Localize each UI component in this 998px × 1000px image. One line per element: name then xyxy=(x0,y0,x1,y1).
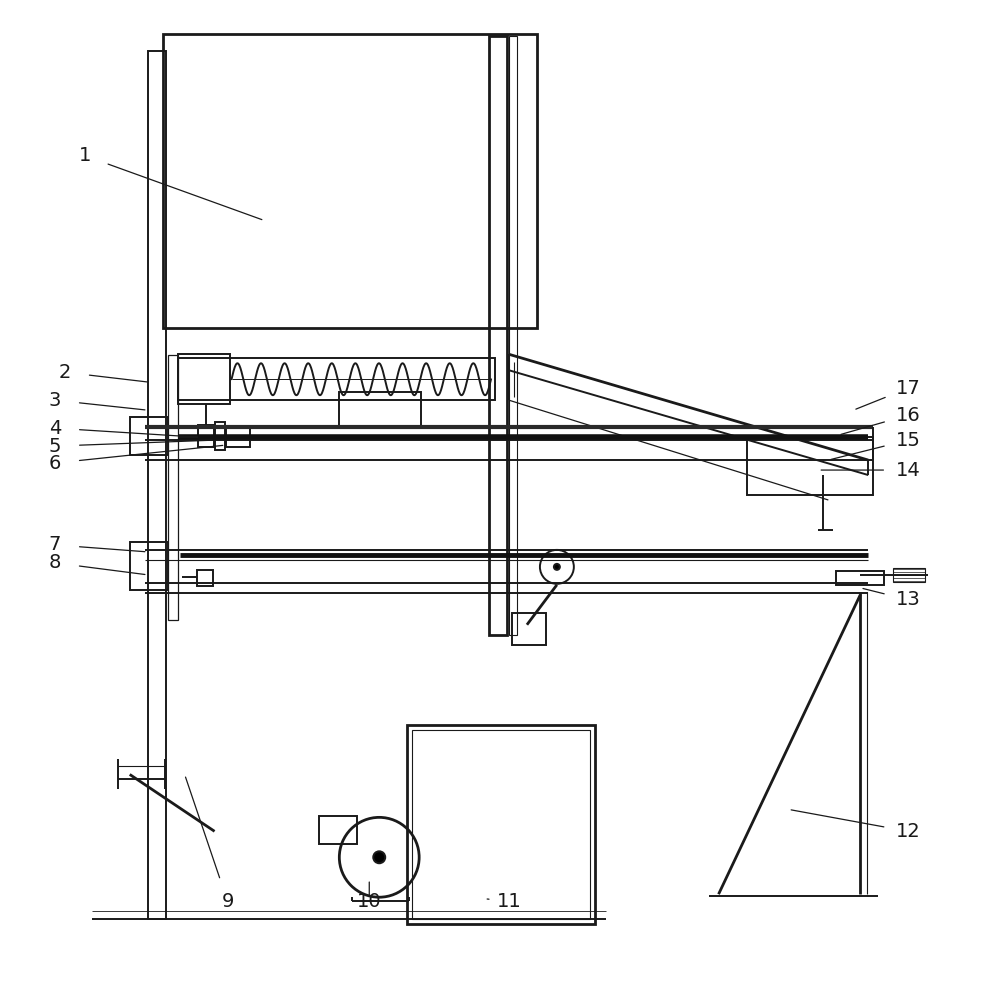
Text: 6: 6 xyxy=(49,454,61,473)
Bar xyxy=(836,571,884,585)
Text: 1: 1 xyxy=(79,146,91,165)
Text: 12: 12 xyxy=(896,822,920,841)
Text: 11: 11 xyxy=(497,892,521,911)
Bar xyxy=(747,437,873,495)
Bar xyxy=(339,392,421,427)
Circle shape xyxy=(554,564,560,570)
Bar xyxy=(168,355,178,620)
Bar xyxy=(226,427,250,447)
Text: 8: 8 xyxy=(49,553,61,572)
Text: 10: 10 xyxy=(357,892,381,911)
Text: 3: 3 xyxy=(49,391,61,410)
Text: 16: 16 xyxy=(896,406,920,425)
Text: 2: 2 xyxy=(59,363,71,382)
Text: 13: 13 xyxy=(896,590,920,609)
Bar xyxy=(163,34,537,328)
Bar xyxy=(198,425,214,447)
Bar xyxy=(412,730,590,919)
Bar xyxy=(407,725,595,924)
Bar xyxy=(512,613,546,645)
Text: 17: 17 xyxy=(896,379,920,398)
Text: 14: 14 xyxy=(896,461,920,480)
Bar xyxy=(130,417,168,455)
Text: 9: 9 xyxy=(222,892,234,911)
Text: 4: 4 xyxy=(49,419,61,438)
Text: 5: 5 xyxy=(49,437,61,456)
Text: 7: 7 xyxy=(49,535,61,554)
Bar xyxy=(197,570,213,586)
Bar xyxy=(178,354,230,404)
Circle shape xyxy=(373,851,385,863)
Bar xyxy=(178,358,495,400)
Bar xyxy=(215,422,225,450)
Bar xyxy=(893,568,925,582)
Bar xyxy=(130,542,168,590)
Bar xyxy=(148,51,166,919)
Bar xyxy=(509,36,517,635)
Bar xyxy=(319,816,357,844)
Text: 15: 15 xyxy=(896,431,920,450)
Bar xyxy=(489,36,507,635)
